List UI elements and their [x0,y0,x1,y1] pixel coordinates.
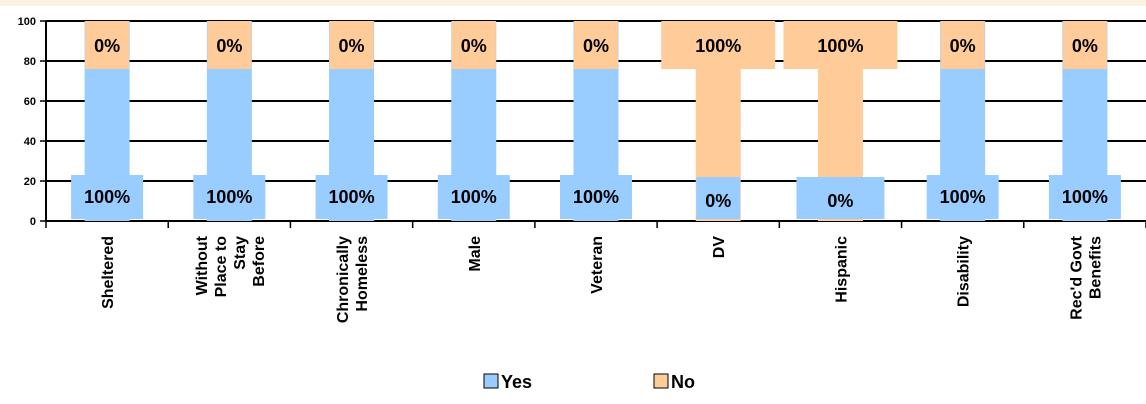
data-label-no: 0% [583,36,609,56]
category-label: Disability [956,236,973,307]
category-label: Rec'd Govt [1068,235,1085,319]
category-label: Without [194,235,211,295]
legend-label-no: No [671,372,695,392]
data-label-box-no [451,21,496,69]
y-tick-label: 60 [24,96,36,108]
data-label-yes: 100% [573,187,619,207]
category-label: Veteran [589,236,606,294]
data-label-no: 0% [339,36,365,56]
data-label-no: 0% [1072,36,1098,56]
data-label-box-yes [926,175,999,219]
category-label: Sheltered [100,236,117,309]
data-label-box-no [940,21,985,69]
legend-swatch-yes [483,373,499,389]
category-label: Chronically [335,236,352,323]
category-label: Homeless [354,236,371,312]
y-tick-label: 100 [18,16,36,28]
legend-label-yes: Yes [501,372,532,392]
data-label-no: 100% [817,36,863,56]
y-tick-label: 80 [24,56,36,68]
data-label-box-no [574,21,618,69]
data-label-box-yes [796,177,885,219]
data-label-box-yes [437,175,510,219]
data-label-box-no [85,21,130,69]
category-label: Male [467,236,484,272]
category-label: Before [251,236,268,287]
data-label-no: 0% [94,36,120,56]
legend-swatch-no [653,373,669,389]
y-tick-label: 40 [24,136,36,148]
data-label-no: 0% [461,36,487,56]
data-label-no: 100% [695,36,741,56]
data-label-yes: 100% [206,187,252,207]
data-label-yes: 100% [451,187,497,207]
data-label-box-no [1062,21,1107,69]
data-label-yes: 100% [940,187,986,207]
data-label-box-no [661,21,776,69]
y-tick-label: 20 [24,176,36,188]
data-label-no: 0% [950,36,976,56]
data-label-yes: 0% [827,191,853,211]
data-label-yes: 0% [705,191,731,211]
category-label: Hispanic [833,236,850,303]
data-label-box-no [329,21,374,69]
y-tick-label: 0 [30,216,36,228]
data-label-yes: 100% [329,187,375,207]
data-label-no: 0% [216,36,242,56]
data-label-box-yes [560,175,632,219]
category-label: Place to [213,236,230,298]
data-label-box-yes [71,175,144,219]
category-label: Benefits [1087,236,1104,299]
data-label-box-yes [1048,175,1121,219]
data-label-box-no [207,21,252,69]
data-label-box-yes [696,177,741,219]
category-label: DV [711,236,728,259]
data-label-yes: 100% [84,187,130,207]
data-label-box-no [783,21,898,69]
data-label-yes: 100% [1062,187,1108,207]
top-band [0,0,1146,6]
data-label-box-yes [193,175,266,219]
category-label: Stay [232,236,249,270]
data-label-box-yes [315,175,388,219]
